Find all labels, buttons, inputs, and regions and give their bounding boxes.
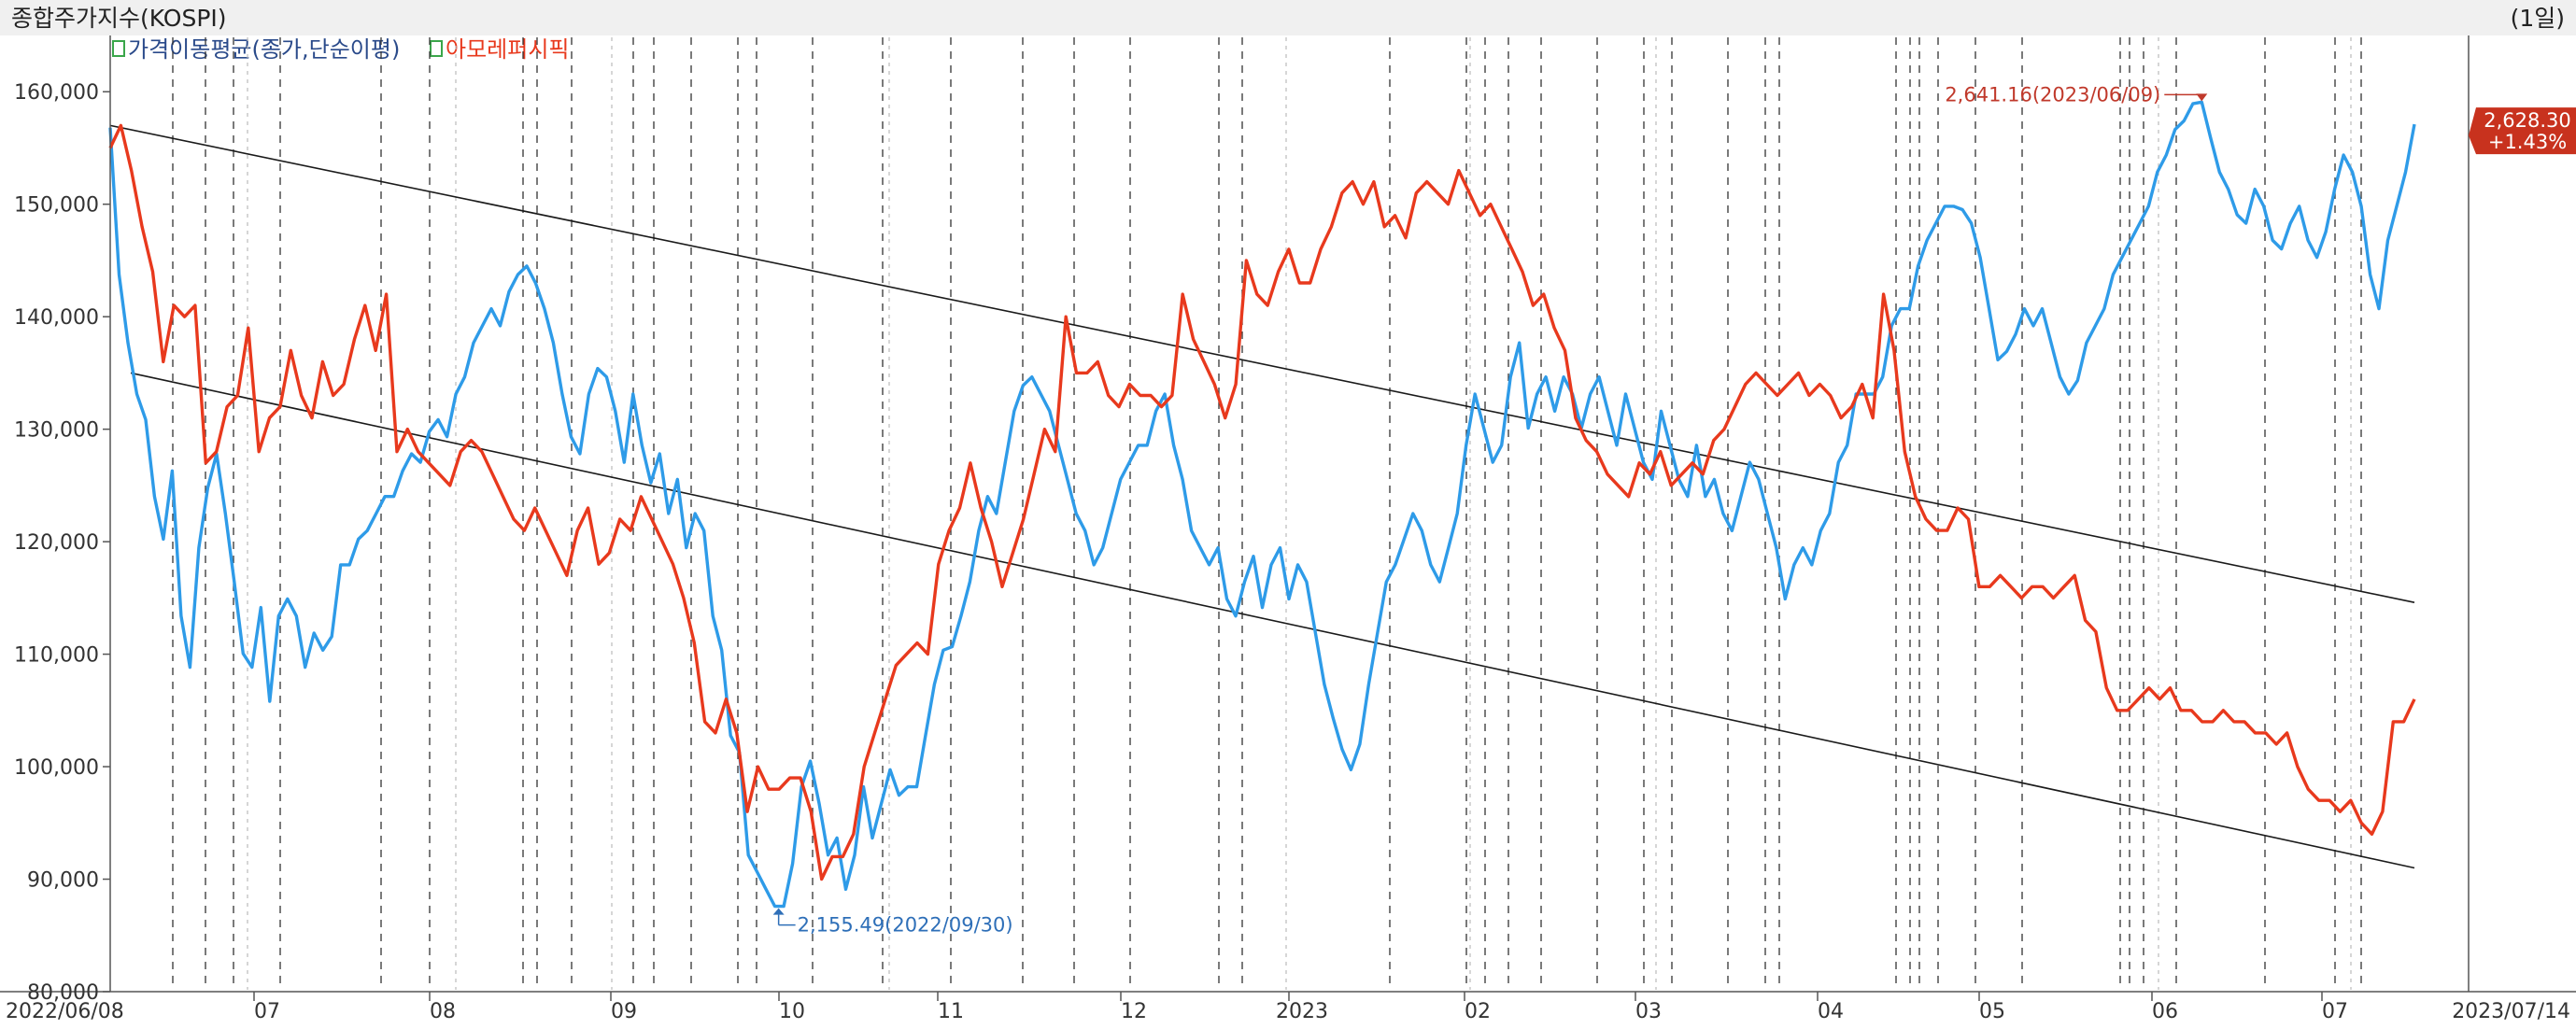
- x-tick-label: 10: [779, 1000, 805, 1023]
- start-date-label: 2022/06/08: [6, 1000, 124, 1023]
- x-tick-label: 11: [938, 1000, 964, 1023]
- left-tick-label: 130,000: [14, 419, 99, 443]
- x-tick-label: 03: [1635, 1000, 1662, 1023]
- end-date-label: 2023/07/14: [2452, 1000, 2570, 1023]
- legend-ma-label: 가격이동평균(종가,단순이평): [128, 36, 400, 63]
- low-marker-arrow-icon: [772, 908, 785, 915]
- x-tick-label: 06: [2152, 1000, 2178, 1023]
- trend-line-lower: [130, 372, 2415, 869]
- high-marker-arrow-icon: [2196, 93, 2208, 102]
- legend-amore-label: 아모레퍼시픽: [446, 36, 569, 63]
- x-tick-label: 07: [2322, 1000, 2348, 1023]
- left-tick-label: 110,000: [14, 644, 99, 668]
- annotations: 2,641.16(2023/06/09) 2,155.49(2022/09/30)…: [772, 83, 2576, 937]
- x-tick-label: 02: [1465, 1000, 1491, 1023]
- low-annotation-label: 2,155.49(2022/09/30): [798, 914, 1013, 937]
- left-tick-label: 120,000: [14, 531, 99, 555]
- x-tick-label: 12: [1121, 1000, 1147, 1023]
- trend-line-upper: [109, 124, 2415, 603]
- left-tick-label: 160,000: [14, 81, 99, 105]
- kospi-series-line: [108, 100, 2416, 909]
- legend-ma-checkbox-icon[interactable]: [112, 40, 125, 57]
- period-label: (1일): [2511, 5, 2565, 32]
- x-tick-label: 08: [430, 1000, 456, 1023]
- high-annotation-label: 2,641.16(2023/06/09): [1945, 83, 2160, 106]
- title-bar: [0, 0, 2576, 35]
- x-tick-label: 07: [254, 1000, 280, 1023]
- left-axis-labels: 80,000 90,000 100,000 110,000 120,000 130,000…: [14, 81, 110, 1005]
- vertical-grid: [172, 37, 2362, 990]
- x-tick-label: 05: [1979, 1000, 2005, 1023]
- left-tick-label: 80,000: [27, 981, 99, 1005]
- left-tick-label: 90,000: [27, 869, 99, 893]
- last-change-label: +1.43%: [2488, 131, 2567, 153]
- chart-title: 종합주가지수(KOSPI): [11, 5, 227, 32]
- left-tick-label: 140,000: [14, 306, 99, 330]
- left-tick-label: 150,000: [14, 194, 99, 218]
- last-price-label: 2,628.30: [2484, 109, 2571, 132]
- x-axis-labels: 07 08 09 10 11 12 2023 02 03 04 05 06 07: [253, 992, 2348, 1023]
- plot-area: [108, 100, 2416, 909]
- last-price-tag: [2469, 107, 2576, 155]
- legend-amore-checkbox-icon[interactable]: [430, 40, 443, 57]
- x-tick-label: 09: [611, 1000, 637, 1023]
- x-tick-label: 2023: [1276, 1000, 1328, 1023]
- x-tick-label: 04: [1818, 1000, 1844, 1023]
- legend[interactable]: 가격이동평균(종가,단순이평) 아모레퍼시픽: [112, 36, 569, 63]
- left-tick-label: 100,000: [14, 756, 99, 780]
- amore-series-line: [108, 123, 2416, 881]
